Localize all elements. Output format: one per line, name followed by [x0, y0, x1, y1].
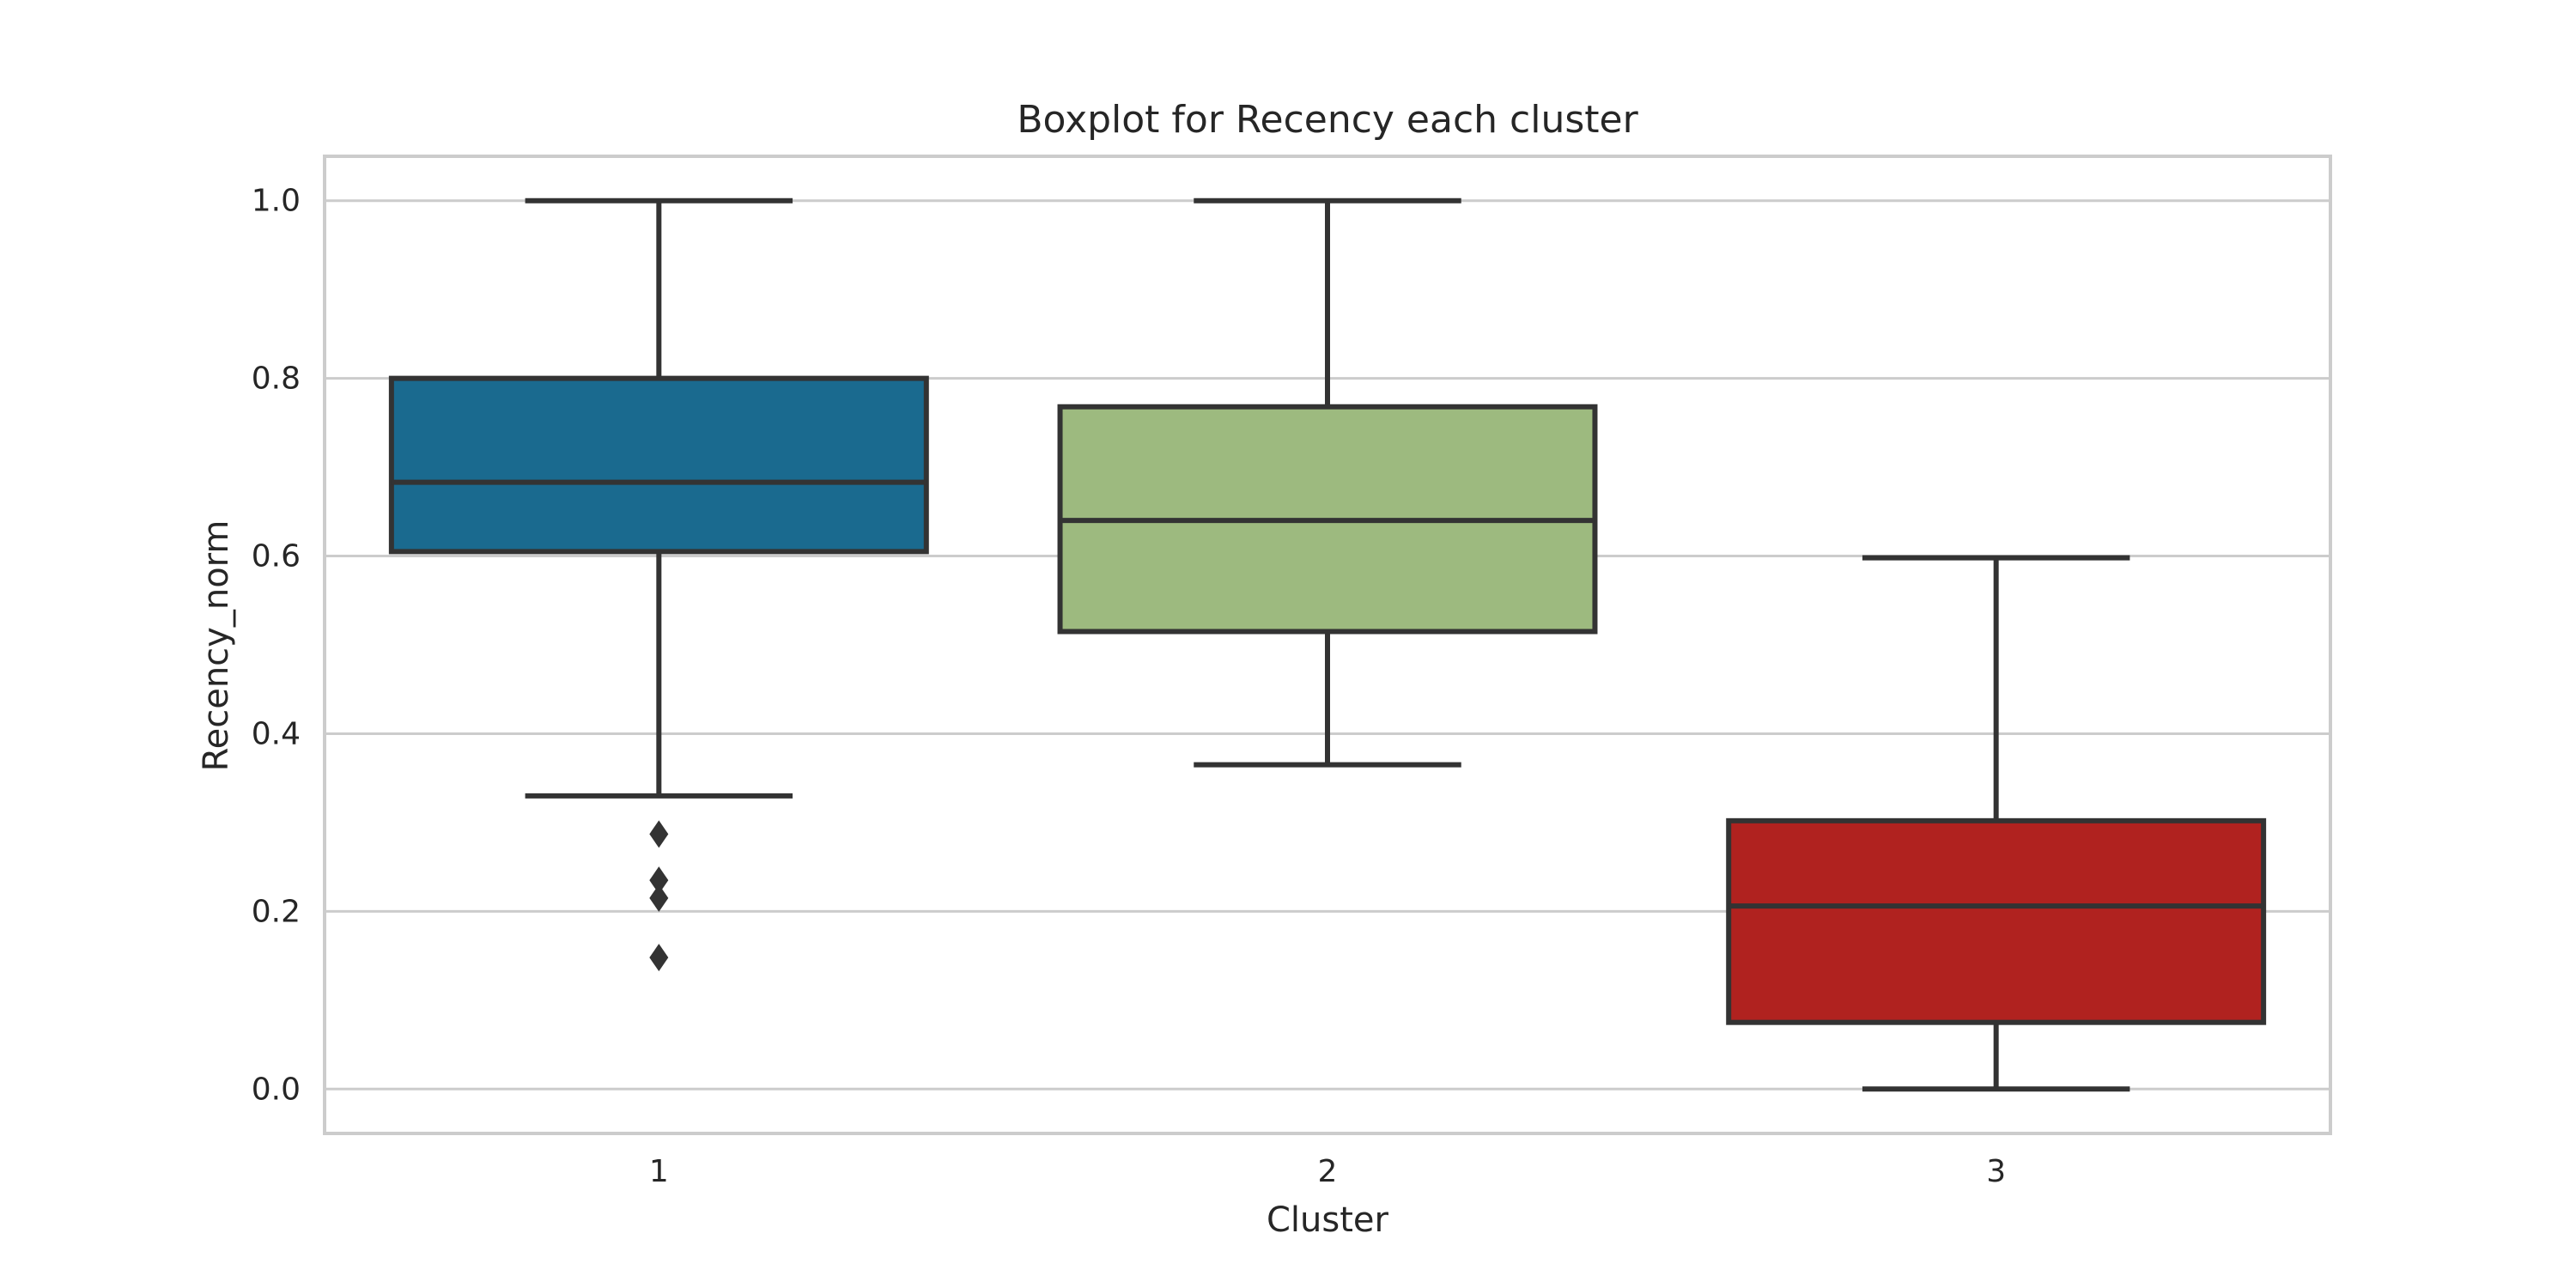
outlier-point: [649, 820, 669, 848]
plot-frame: [323, 155, 2332, 1135]
box-cluster-2: [1057, 197, 1598, 768]
x-axis-label: Cluster: [1267, 1200, 1389, 1240]
y-tick-label: 0.0: [252, 1072, 301, 1107]
boxes: [388, 197, 2267, 1092]
chart-title: Boxplot for Recency each cluster: [1017, 98, 1638, 142]
box-cluster-3: [1726, 555, 2267, 1092]
outlier-point: [649, 944, 669, 972]
x-tick-labels: 1 2 3: [649, 1154, 2006, 1189]
y-tick-labels: 0.0 0.2 0.4 0.6 0.8 1.0: [252, 184, 301, 1108]
x-tick-label: 1: [649, 1154, 669, 1189]
box-iqr: [1726, 817, 2267, 1025]
y-tick-label: 0.2: [252, 894, 301, 929]
x-tick-label: 3: [1986, 1154, 2006, 1189]
y-tick-label: 0.6: [252, 539, 301, 574]
y-axis-label: Recency_norm: [197, 520, 236, 772]
y-tick-label: 1.0: [252, 184, 301, 219]
x-tick-label: 2: [1318, 1154, 1338, 1189]
box-cluster-1: [388, 197, 929, 972]
y-tick-label: 0.4: [252, 716, 301, 751]
y-tick-label: 0.8: [252, 361, 301, 397]
outlier-point: [649, 884, 669, 912]
outlier-point: [649, 866, 669, 895]
box-iqr: [388, 375, 929, 555]
